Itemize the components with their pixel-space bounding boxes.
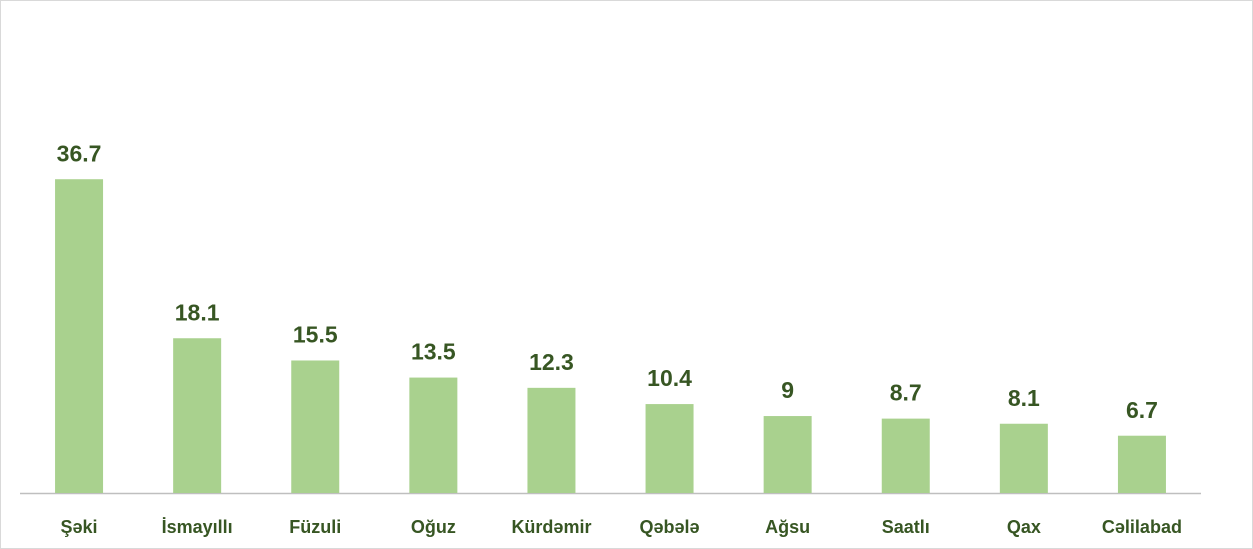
data-label: 13.5 — [411, 339, 456, 365]
x-tick-label: Kürdəmir — [511, 517, 591, 537]
x-tick-label: Şəki — [61, 517, 98, 537]
x-tick-label: Füzuli — [289, 517, 341, 537]
bar — [173, 338, 222, 493]
x-tick-label: Qəbələ — [640, 517, 700, 537]
data-label: 6.7 — [1126, 397, 1158, 423]
bar — [999, 423, 1048, 493]
data-label: 10.4 — [647, 365, 692, 391]
data-label: 18.1 — [175, 299, 220, 325]
bar — [55, 179, 104, 493]
bar — [763, 416, 812, 493]
data-label: 15.5 — [293, 322, 338, 348]
bar — [881, 418, 930, 493]
data-label: 8.7 — [890, 380, 922, 406]
data-label: 36.7 — [57, 140, 102, 166]
x-tick-label: İsmayıllı — [162, 517, 233, 537]
x-tick-label: Qax — [1007, 517, 1041, 537]
bar — [645, 404, 694, 493]
bar — [409, 377, 458, 493]
data-label: 8.1 — [1008, 385, 1040, 411]
data-label: 12.3 — [529, 349, 574, 375]
bar — [291, 360, 340, 493]
x-tick-label: Cəlilabad — [1102, 517, 1182, 537]
bar — [527, 387, 576, 493]
data-label: 9 — [781, 377, 794, 403]
x-tick-label: Oğuz — [411, 517, 456, 537]
x-tick-label: Ağsu — [765, 517, 810, 537]
bar — [1117, 435, 1166, 493]
x-tick-label: Saatlı — [882, 517, 930, 537]
